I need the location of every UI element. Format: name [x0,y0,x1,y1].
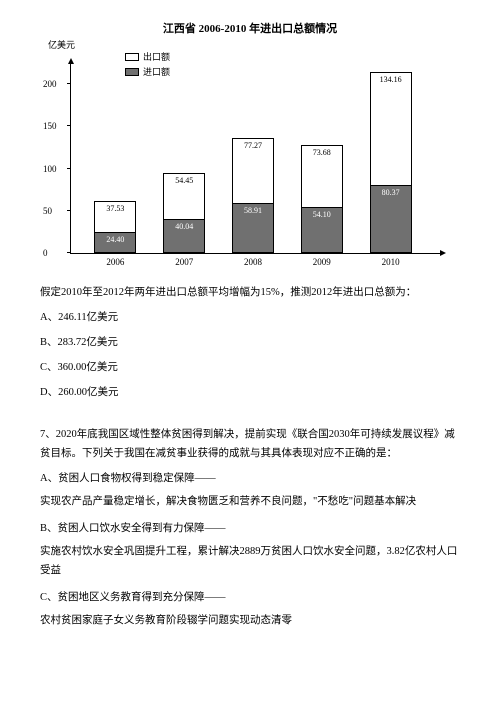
x-axis-arrow [440,250,446,256]
bar-stack: 24.40 37.53 [94,201,136,253]
bar-import: 80.37 [370,185,412,253]
bar-export: 37.53 [94,201,136,233]
q7-option-b-title: B、贫困人口饮水安全得到有力保障—— [40,520,460,539]
q7-option-a-desc: 实现农产品产量稳定增长，解决食物匮乏和营养不良问题，"不愁吃"问题基本解决 [40,493,460,512]
option-d: D、260.00亿美元 [40,384,460,403]
bar-export-value: 37.53 [95,204,135,213]
bar-import-value: 40.04 [164,222,204,231]
y-tick-label: 200 [43,79,57,89]
bars-region: 24.4037.53200640.0454.45200758.9177.2720… [71,64,440,253]
bar-import-value: 24.40 [95,235,135,244]
y-tick-label: 50 [43,206,52,216]
y-tick-label: 0 [43,248,48,258]
bar-group: 24.4037.532006 [94,201,136,253]
option-a: A、246.11亿美元 [40,309,460,328]
y-tick-mark [67,252,71,253]
y-tick-mark [67,210,71,211]
bar-stack: 58.91 77.27 [232,138,274,253]
bar-export: 54.45 [163,173,205,219]
bar-export-value: 134.16 [371,75,411,84]
bar-import: 24.40 [94,232,136,253]
q7-option-c-title: C、贫困地区义务教育得到充分保障—— [40,589,460,608]
question-prev: 假定2010年至2012年两年进出口总额平均增幅为15%，推测2012年进出口总… [40,284,460,402]
bar-group: 80.37134.162010 [370,72,412,253]
question-7: 7、2020年底我国区域性整体贫困得到解决，提前实现《联合国2030年可持续发展… [40,426,460,630]
bar-stack: 40.04 54.45 [163,173,205,253]
chart-title: 江西省 2006-2010 年进出口总额情况 [40,20,460,36]
bar-group: 54.1073.682009 [301,145,343,253]
bar-import-value: 58.91 [233,206,273,215]
bar-group: 40.0454.452007 [163,173,205,253]
chart-plot-area: 24.4037.53200640.0454.45200758.9177.2720… [70,64,440,254]
bar-import: 40.04 [163,219,205,253]
legend-export-label: 出口额 [143,50,170,63]
legend-export-swatch [125,53,139,61]
bar-export: 134.16 [370,72,412,185]
bar-export-value: 73.68 [302,148,342,157]
bar-export: 77.27 [232,138,274,203]
bar-export-value: 77.27 [233,141,273,150]
question-stem: 假定2010年至2012年两年进出口总额平均增幅为15%，推测2012年进出口总… [40,284,460,303]
bar-import: 58.91 [232,203,274,253]
option-b: B、283.72亿美元 [40,334,460,353]
q7-option-b-desc: 实施农村饮水安全巩固提升工程，累计解决2889万贫困人口饮水安全问题，3.82亿… [40,543,460,581]
y-tick-mark [67,83,71,84]
bar-stack: 54.10 73.68 [301,145,343,253]
y-axis-unit: 亿美元 [48,38,75,51]
question-7-stem: 7、2020年底我国区域性整体贫困得到解决，提前实现《联合国2030年可持续发展… [40,426,460,464]
x-axis-label: 2010 [206,257,500,267]
option-c: C、360.00亿美元 [40,359,460,378]
y-tick-label: 100 [43,164,57,174]
y-tick-mark [67,168,71,169]
y-tick-mark [67,125,71,126]
bar-stack: 80.37 134.16 [370,72,412,253]
bar-export-value: 54.45 [164,176,204,185]
bar-export: 73.68 [301,145,343,207]
y-tick-label: 150 [43,121,57,131]
bar-import-value: 80.37 [371,188,411,197]
q7-option-c-desc: 农村贫困家庭子女义务教育阶段辍学问题实现动态清零 [40,612,460,631]
bar-import-value: 54.10 [302,210,342,219]
bar-import: 54.10 [301,207,343,253]
bar-chart: 江西省 2006-2010 年进出口总额情况 亿美元 出口额 进口额 24.40… [40,20,460,254]
q7-option-a-title: A、贫困人口食物权得到稳定保障—— [40,470,460,489]
bar-group: 58.9177.272008 [232,138,274,253]
